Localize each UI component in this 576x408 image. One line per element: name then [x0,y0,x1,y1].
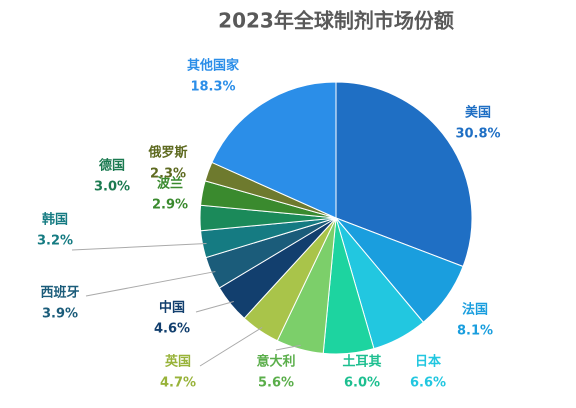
slice-value-label: 3.2% [37,234,73,249]
leader-line [71,243,207,251]
slice-label: 中国 [159,300,185,316]
slice-value-label: 4.7% [160,376,196,391]
slice-label: 日本 [415,354,441,370]
slice-label: 波兰 [157,176,183,192]
slice-label: 德国 [99,158,125,174]
slice-label: 其他国家 [187,58,240,74]
slice-value-label: 2.9% [152,198,188,213]
pie-slice [211,81,337,219]
slice-value-label: 4.6% [154,322,190,337]
slice-label: 土耳其 [342,354,381,370]
slice-label: 韩国 [42,212,68,228]
slice-label: 美国 [465,105,491,121]
slice-value-label: 6.0% [344,376,380,391]
slice-value-label: 2.3% [150,167,186,182]
leader-line [199,326,263,367]
slice-label: 英国 [164,354,191,370]
slice-label: 法国 [462,302,488,318]
slice-value-label: 6.6% [410,376,446,391]
leader-line [85,271,216,297]
leader-line [275,344,301,351]
slice-value-label: 3.0% [94,180,130,195]
slice-label: 西班牙 [40,285,79,301]
slice-value-label: 30.8% [455,127,500,142]
chart-title: 2023年全球制剂市场份额 [218,9,454,33]
slice-label: 俄罗斯 [147,145,187,161]
slice-value-label: 3.9% [42,307,78,322]
slice-label: 意大利 [256,354,295,370]
slice-value-label: 5.6% [258,376,294,391]
pie-slice [335,81,473,268]
slice-value-label: 8.1% [457,324,493,339]
slice-value-label: 18.3% [190,80,235,95]
leader-line [195,301,234,313]
